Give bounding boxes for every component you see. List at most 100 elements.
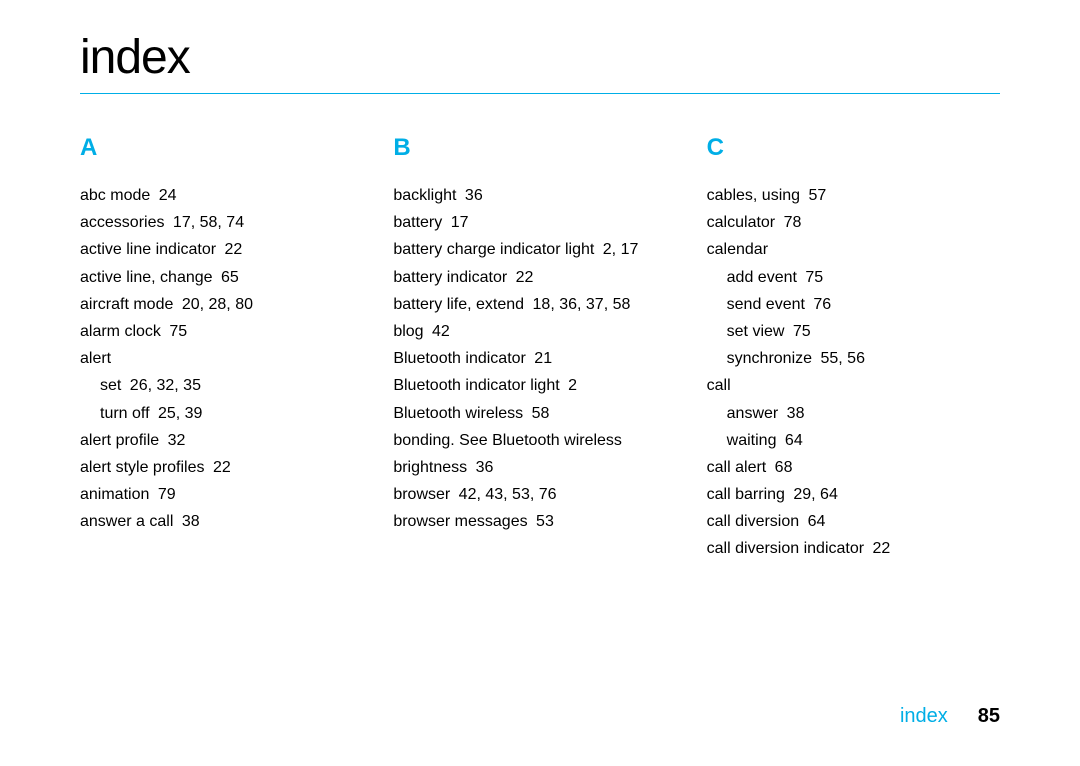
entry-term: brightness xyxy=(393,459,467,476)
entry-term: Bluetooth wireless xyxy=(393,405,523,422)
entry-term: answer xyxy=(727,405,779,422)
section-letter-b: B xyxy=(393,134,686,162)
index-entry: alarm clock 75 xyxy=(80,318,373,345)
entry-term: call diversion indicator xyxy=(707,540,864,557)
entry-term: browser xyxy=(393,486,450,503)
index-entry: browser messages 53 xyxy=(393,508,686,535)
index-entry: answer 38 xyxy=(707,400,1000,427)
column-b: B backlight 36battery 17battery charge i… xyxy=(393,134,686,563)
entry-pages: 75 xyxy=(801,269,823,286)
entry-pages: 20, 28, 80 xyxy=(177,296,253,313)
entry-term: send event xyxy=(727,296,805,313)
entry-pages: 22 xyxy=(868,540,890,557)
entry-term: synchronize xyxy=(727,350,812,367)
entry-term: active line indicator xyxy=(80,241,216,258)
index-entry: abc mode 24 xyxy=(80,182,373,209)
entry-pages: 58 xyxy=(527,405,549,422)
entry-term: accessories xyxy=(80,214,164,231)
footer-label: index xyxy=(900,705,948,728)
index-entry: alert profile 32 xyxy=(80,427,373,454)
entry-pages: 38 xyxy=(177,513,199,530)
entry-pages: 22 xyxy=(220,241,242,258)
entry-pages: 78 xyxy=(779,214,801,231)
entry-pages: 2, 17 xyxy=(598,241,638,258)
entry-term: alert xyxy=(80,350,111,367)
entry-pages: 18, 36, 37, 58 xyxy=(528,296,630,313)
column-c: C cables, using 57calculator 78calendara… xyxy=(707,134,1000,563)
entry-pages: 25, 39 xyxy=(154,405,203,422)
entry-pages: 36 xyxy=(460,187,482,204)
index-entry: call barring 29, 64 xyxy=(707,481,1000,508)
index-entry: browser 42, 43, 53, 76 xyxy=(393,481,686,508)
entry-term: waiting xyxy=(727,432,777,449)
index-entry: synchronize 55, 56 xyxy=(707,345,1000,372)
index-entry: call diversion indicator 22 xyxy=(707,535,1000,562)
entry-pages: 29, 64 xyxy=(789,486,838,503)
index-entry: active line indicator 22 xyxy=(80,236,373,263)
entry-term: set xyxy=(100,377,121,394)
entry-pages: 22 xyxy=(511,269,533,286)
index-entry: battery indicator 22 xyxy=(393,264,686,291)
index-entry: battery charge indicator light 2, 17 xyxy=(393,236,686,263)
entry-term: Bluetooth indicator light xyxy=(393,377,559,394)
entry-pages: 38 xyxy=(782,405,804,422)
index-entry: alert xyxy=(80,345,373,372)
index-entry: call alert 68 xyxy=(707,454,1000,481)
section-letter-c: C xyxy=(707,134,1000,162)
index-entry: turn off 25, 39 xyxy=(80,400,373,427)
entry-term: alert profile xyxy=(80,432,159,449)
index-entry: Bluetooth indicator 21 xyxy=(393,345,686,372)
index-entry: call diversion 64 xyxy=(707,508,1000,535)
index-entry: Bluetooth wireless 58 xyxy=(393,400,686,427)
index-entry: brightness 36 xyxy=(393,454,686,481)
index-entry: animation 79 xyxy=(80,481,373,508)
entry-pages: 42, 43, 53, 76 xyxy=(454,486,556,503)
index-entry: calculator 78 xyxy=(707,209,1000,236)
index-entry: alert style profiles 22 xyxy=(80,454,373,481)
entry-pages: 17, 58, 74 xyxy=(168,214,244,231)
entry-term: bonding. See Bluetooth wireless xyxy=(393,432,622,449)
index-entry: send event 76 xyxy=(707,291,1000,318)
index-entry: backlight 36 xyxy=(393,182,686,209)
index-columns: A abc mode 24 accessories 17, 58, 74 activ… xyxy=(80,134,1000,563)
index-entry: Bluetooth indicator light 2 xyxy=(393,372,686,399)
entry-term: battery life, extend xyxy=(393,296,524,313)
entry-term: set view xyxy=(727,323,785,340)
entry-term: backlight xyxy=(393,187,456,204)
column-a: A abc mode 24 accessories 17, 58, 74 activ… xyxy=(80,134,373,563)
entry-pages: 42 xyxy=(428,323,450,340)
entry-pages: 26, 32, 35 xyxy=(125,377,201,394)
entry-term: alarm clock xyxy=(80,323,161,340)
entry-term: battery indicator xyxy=(393,269,507,286)
entry-pages: 75 xyxy=(165,323,187,340)
entry-pages: 57 xyxy=(804,187,826,204)
entry-term: browser messages xyxy=(393,513,527,530)
page-title: index xyxy=(80,30,1000,85)
index-entry: bonding. See Bluetooth wireless xyxy=(393,427,686,454)
index-entry: set 26, 32, 35 xyxy=(80,372,373,399)
entry-term: abc mode xyxy=(80,187,150,204)
index-entry: set view 75 xyxy=(707,318,1000,345)
section-letter-a: A xyxy=(80,134,373,162)
entry-term: Bluetooth indicator xyxy=(393,350,526,367)
entry-term: cables, using xyxy=(707,187,800,204)
entry-pages: 75 xyxy=(788,323,810,340)
title-rule xyxy=(80,93,1000,94)
entry-term: answer a call xyxy=(80,513,173,530)
index-entry: battery life, extend 18, 36, 37, 58 xyxy=(393,291,686,318)
entry-pages: 68 xyxy=(770,459,792,476)
entries-a: abc mode 24 accessories 17, 58, 74 active … xyxy=(80,182,373,535)
index-entry: battery 17 xyxy=(393,209,686,236)
entries-c: cables, using 57calculator 78calendaradd… xyxy=(707,182,1000,563)
entry-pages: 21 xyxy=(530,350,552,367)
entry-pages: 36 xyxy=(471,459,493,476)
entry-pages: 17 xyxy=(446,214,468,231)
entry-pages: 65 xyxy=(217,269,239,286)
entry-term: aircraft mode xyxy=(80,296,173,313)
entry-term: animation xyxy=(80,486,149,503)
entry-term: call xyxy=(707,377,731,394)
index-entry: answer a call 38 xyxy=(80,508,373,535)
entry-term: battery charge indicator light xyxy=(393,241,594,258)
entry-pages: 64 xyxy=(803,513,825,530)
index-entry: cables, using 57 xyxy=(707,182,1000,209)
